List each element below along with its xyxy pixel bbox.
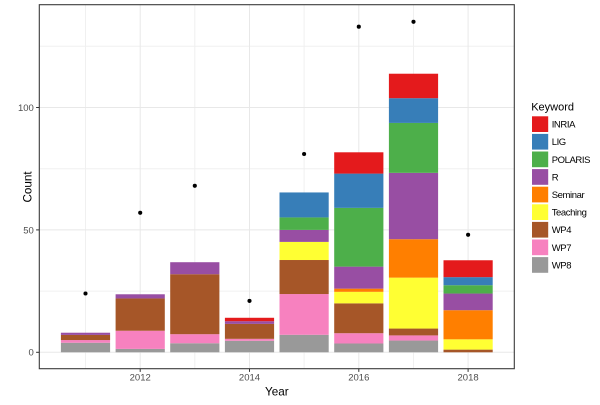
svg-text:Count: Count <box>22 171 35 203</box>
svg-text:2012: 2012 <box>130 373 151 384</box>
svg-text:2016: 2016 <box>348 373 369 384</box>
svg-text:100: 100 <box>18 103 34 114</box>
svg-text:WP4: WP4 <box>552 225 572 236</box>
svg-text:0: 0 <box>29 348 34 359</box>
svg-text:WP7: WP7 <box>552 243 572 254</box>
svg-text:Year: Year <box>265 386 289 399</box>
svg-text:LIG: LIG <box>552 137 566 148</box>
svg-text:Seminar: Seminar <box>552 190 585 201</box>
svg-text:2018: 2018 <box>458 373 479 384</box>
svg-text:WP8: WP8 <box>552 260 572 271</box>
svg-text:POLARIS: POLARIS <box>552 155 590 166</box>
svg-text:INRIA: INRIA <box>552 120 576 131</box>
svg-text:R: R <box>552 172 559 183</box>
svg-text:Teaching: Teaching <box>552 208 587 219</box>
svg-text:Keyword: Keyword <box>531 101 574 113</box>
svg-text:50: 50 <box>23 225 34 236</box>
svg-text:2014: 2014 <box>239 373 260 384</box>
